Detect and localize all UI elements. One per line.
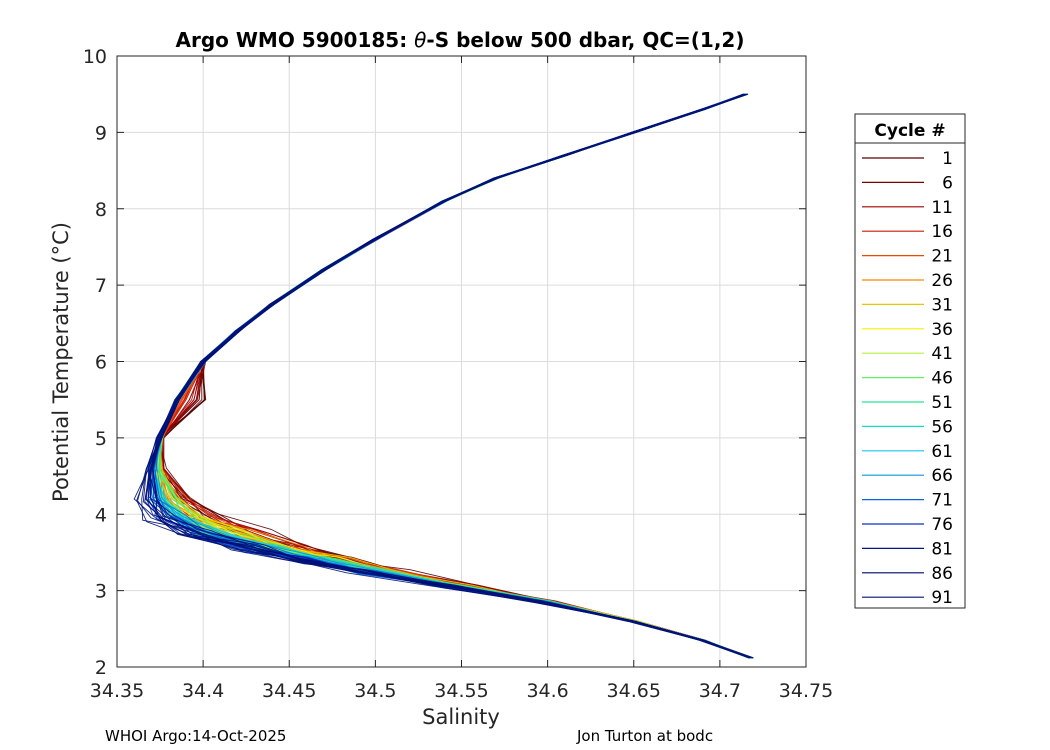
footer-right: Jon Turton at bodc (576, 727, 713, 745)
legend-label: 51 (931, 393, 953, 413)
chart-title: Argo WMO 5900185: θ-S below 500 dbar, QC… (176, 28, 745, 52)
profile-line-cycle-91 (150, 93, 753, 659)
x-tick-label: 34.55 (434, 680, 488, 702)
footer-left: WHOI Argo:14-Oct-2025 (105, 727, 286, 745)
legend-label: 61 (931, 442, 953, 462)
legend-label: 26 (931, 271, 953, 291)
x-tick-label: 34.75 (779, 680, 833, 702)
x-tick-label: 34.6 (526, 680, 568, 702)
legend-label: 71 (931, 491, 953, 511)
legend-label: 16 (931, 222, 953, 242)
y-tick-label: 2 (95, 657, 107, 679)
legend-label: 21 (931, 247, 953, 267)
x-tick-label: 34.35 (90, 680, 144, 702)
legend-label: 1 (942, 149, 953, 169)
legend-label: 11 (931, 198, 953, 218)
x-tick-label: 34.45 (262, 680, 316, 702)
y-tick-label: 3 (95, 581, 107, 603)
y-tick-label: 9 (95, 122, 107, 144)
legend: Cycle # 16111621263136414651566166717681… (854, 113, 966, 609)
x-axis-label: Salinity (422, 705, 500, 729)
y-tick-label: 5 (95, 428, 107, 450)
legend-label: 6 (942, 173, 953, 193)
legend-label: 31 (931, 295, 953, 315)
axis-ticks: 34.35 34.4 34.45 34.5 34.55 34.6 34.65 34.7 34.7… (83, 46, 833, 702)
y-tick-label: 4 (95, 504, 107, 526)
x-tick-label: 34.5 (354, 680, 396, 702)
legend-label: 91 (931, 588, 953, 608)
profile-traces (133, 93, 754, 659)
y-tick-label: 7 (95, 275, 107, 297)
legend-label: 66 (931, 466, 953, 486)
legend-label: 41 (931, 344, 953, 364)
legend-label: 56 (931, 417, 953, 437)
profile-line-cycle-91 (141, 93, 754, 659)
legend-label: 86 (931, 564, 953, 584)
legend-label: 46 (931, 369, 953, 389)
legend-label: 81 (931, 539, 953, 559)
legend-label: 36 (931, 320, 953, 340)
y-tick-label: 6 (95, 352, 107, 374)
y-tick-label: 10 (83, 46, 107, 68)
plot-area: 34.35 34.4 34.45 34.5 34.55 34.6 34.65 34.7 34.7… (83, 46, 833, 702)
x-tick-label: 34.65 (607, 680, 661, 702)
y-axis-label: Potential Temperature (°C) (49, 222, 73, 502)
x-tick-label: 34.4 (182, 680, 224, 702)
legend-label: 76 (931, 515, 953, 535)
legend-title: Cycle # (874, 121, 945, 141)
x-tick-label: 34.7 (699, 680, 741, 702)
legend-box (854, 113, 966, 609)
y-tick-label: 8 (95, 199, 107, 221)
